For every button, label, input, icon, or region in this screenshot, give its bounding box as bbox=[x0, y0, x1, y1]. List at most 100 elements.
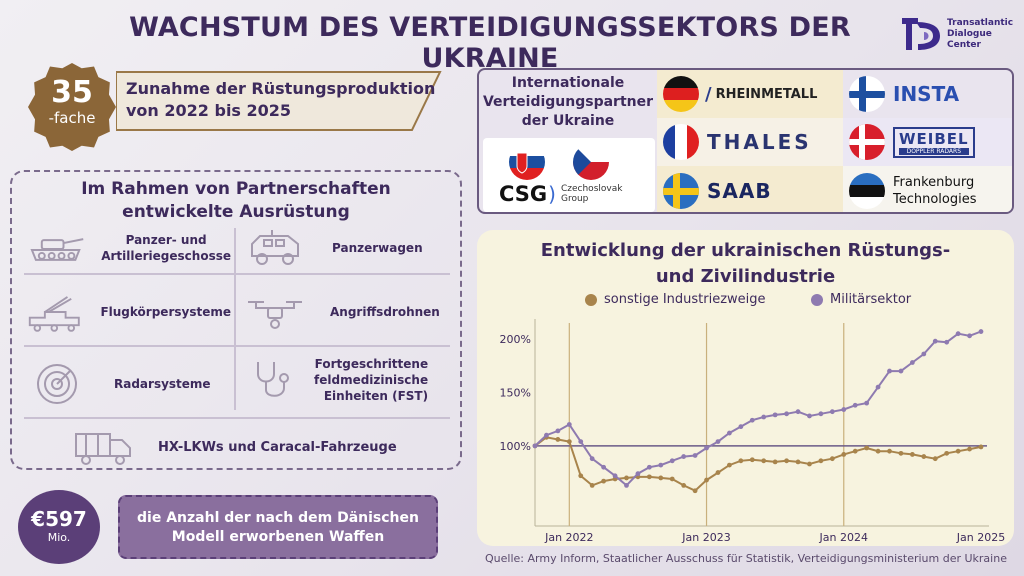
partners-title-line3: der Ukraine bbox=[521, 113, 615, 129]
data-point bbox=[841, 452, 847, 457]
data-point bbox=[749, 417, 755, 423]
tdc-logo-icon bbox=[902, 18, 940, 50]
data-point bbox=[875, 448, 881, 454]
data-point bbox=[829, 409, 835, 415]
equipment-item-radar: Radarsysteme bbox=[26, 362, 231, 406]
partner-insta: INSTA bbox=[843, 70, 1012, 118]
stethoscope-icon bbox=[257, 362, 289, 397]
equipment-label: Flugkörpersysteme bbox=[100, 305, 231, 319]
data-point bbox=[932, 456, 938, 462]
equipment-label: feldmedizinische bbox=[314, 373, 429, 387]
frankenburg-name-line1: Frankenburg bbox=[893, 175, 975, 190]
czech-flag bbox=[573, 144, 609, 180]
data-point bbox=[921, 351, 927, 357]
logo-text-line2: Dialogue bbox=[947, 28, 992, 39]
equipment-label: HX-LKWs und Caracal-Fahrzeuge bbox=[158, 440, 397, 455]
data-point bbox=[852, 448, 858, 454]
data-point bbox=[555, 428, 561, 434]
equipment-item-missile: Flugkörpersysteme bbox=[26, 290, 231, 334]
equipment-label: Fortgeschrittene bbox=[314, 357, 429, 371]
partner-saab: SAAB bbox=[657, 166, 843, 212]
weapons-text-box: die Anzahl der nach dem Dänischen Modell… bbox=[118, 495, 438, 559]
thales-name: THALES bbox=[707, 130, 812, 154]
data-point bbox=[807, 461, 812, 467]
growth-banner: Zunahme der Rüstungsproduktion von 2022 … bbox=[116, 70, 442, 132]
data-point bbox=[909, 452, 915, 457]
data-point bbox=[955, 331, 961, 337]
partner-frankenburg: Frankenburg Technologies bbox=[843, 166, 1012, 212]
data-point bbox=[589, 456, 595, 462]
data-point bbox=[646, 464, 652, 470]
data-point bbox=[578, 439, 584, 444]
finland-flag bbox=[849, 76, 885, 112]
x-tick-label: Jan 2022 bbox=[544, 531, 593, 544]
denmark-flag bbox=[849, 124, 885, 160]
data-point bbox=[624, 483, 629, 488]
weibel-subtitle: DOPPLER RADARS bbox=[899, 147, 969, 155]
data-point bbox=[864, 400, 870, 406]
chart-title: Entwicklung der ukrainischen Rüstungs- u… bbox=[477, 238, 1014, 290]
data-point bbox=[658, 475, 664, 481]
data-point bbox=[921, 454, 927, 459]
data-point bbox=[692, 453, 698, 458]
data-point bbox=[738, 424, 744, 430]
divider bbox=[24, 417, 450, 419]
data-point bbox=[544, 432, 549, 438]
data-point bbox=[761, 414, 767, 420]
slovakia-flag bbox=[509, 144, 545, 180]
data-point bbox=[944, 450, 950, 456]
data-point bbox=[864, 445, 870, 451]
weapons-text-line2: Modell erworbenen Waffen bbox=[171, 529, 385, 545]
growth-banner-frame bbox=[116, 71, 442, 131]
data-point bbox=[578, 473, 584, 479]
tank-icon bbox=[30, 238, 84, 261]
data-point bbox=[841, 407, 847, 412]
csg-subtitle-line1: Czechoslovak bbox=[560, 184, 623, 194]
y-tick-label: 150% bbox=[500, 386, 531, 399]
weapons-amount: €597 bbox=[31, 507, 87, 531]
partner-rheinmetall: / RHEINMETALL bbox=[657, 70, 843, 118]
data-point bbox=[589, 483, 595, 488]
data-point bbox=[887, 448, 892, 454]
drone-icon bbox=[248, 301, 302, 329]
data-point bbox=[898, 368, 904, 374]
data-point bbox=[658, 462, 664, 468]
legend-item-civil: sonstige Industriezweige bbox=[585, 292, 766, 307]
rheinmetall-name: RHEINMETALL bbox=[715, 86, 818, 102]
partners-panel: Internationale Verteidigungspartner der … bbox=[477, 68, 1014, 214]
data-point bbox=[795, 459, 801, 465]
equipment-item-drone: Angriffsdrohnen bbox=[244, 290, 454, 334]
rheinmetall-icon: / bbox=[705, 83, 712, 105]
data-point bbox=[978, 329, 984, 334]
partner-weibel: WEIBEL DOPPLER RADARS bbox=[843, 118, 1012, 166]
logo-text-line1: Transatlantic bbox=[947, 17, 1014, 28]
data-point bbox=[555, 437, 561, 442]
armored-car-icon bbox=[251, 230, 299, 265]
data-point bbox=[612, 473, 618, 479]
csg-subtitle-line2: Group bbox=[560, 194, 589, 204]
data-point bbox=[727, 430, 732, 436]
line-chart: Jan 2022 Jan 2023 Jan 2024 Jan 2025 200% 150%… bbox=[500, 319, 1005, 544]
data-point bbox=[852, 402, 858, 408]
weapons-unit: Mio. bbox=[47, 531, 71, 544]
legend-marker bbox=[585, 293, 597, 306]
data-point bbox=[681, 483, 687, 488]
data-point bbox=[601, 464, 607, 470]
equipment-label: Artilleriegeschosse bbox=[101, 249, 231, 263]
data-point bbox=[624, 475, 629, 481]
weibel-logo: WEIBEL DOPPLER RADARS bbox=[893, 126, 975, 158]
partners-title-line2: Verteidigungspartner bbox=[482, 94, 654, 110]
data-point bbox=[601, 478, 607, 484]
partner-thales: THALES bbox=[657, 118, 843, 166]
truck-icon bbox=[75, 433, 131, 465]
series-line-1 bbox=[534, 330, 982, 487]
page-title: WACHSTUM DES VERTEIDIGUNGSSEKTORS DER UK… bbox=[129, 12, 851, 74]
data-point bbox=[646, 474, 652, 480]
data-point bbox=[532, 443, 538, 449]
partners-title: Internationale Verteidigungspartner der … bbox=[479, 70, 657, 138]
x-tick-label: Jan 2024 bbox=[819, 531, 868, 544]
growth-text-line1: Zunahme der Rüstungsproduktion bbox=[126, 79, 436, 98]
germany-flag bbox=[663, 76, 699, 112]
data-point bbox=[784, 458, 789, 464]
legend-item-military: Militärsektor bbox=[811, 292, 911, 307]
